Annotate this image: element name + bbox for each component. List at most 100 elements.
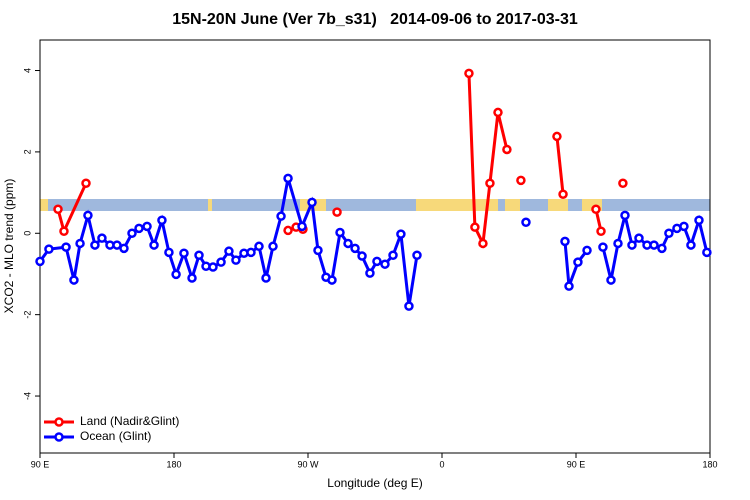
x-tick-label: 180 (702, 459, 717, 469)
series-point (35, 256, 45, 267)
series-point (81, 178, 91, 188)
series-point (307, 197, 317, 208)
series-point (694, 215, 704, 226)
series-point (357, 251, 367, 261)
series-point (164, 247, 174, 258)
series-point (464, 68, 474, 79)
land-band (548, 199, 568, 211)
y-tick-label: 0 (22, 231, 32, 236)
series-point (171, 269, 181, 280)
legend-label: Ocean (Glint) (80, 429, 151, 443)
series-line (555, 136, 565, 195)
land-band (40, 199, 48, 211)
x-axis-label: Longitude (deg E) (327, 476, 422, 490)
series-point (388, 250, 398, 260)
series-point (591, 204, 601, 215)
series-point (276, 211, 286, 221)
series-point (564, 281, 574, 291)
series-point (558, 189, 568, 199)
series-point (112, 240, 122, 250)
series-point (179, 248, 189, 258)
series-point (657, 243, 667, 254)
series-point (119, 243, 129, 254)
series-point (598, 242, 608, 252)
series-point (327, 275, 337, 285)
series-point (83, 210, 93, 221)
surface-band (40, 199, 710, 211)
series-point (502, 144, 512, 155)
series-point (350, 243, 360, 254)
series-point (686, 240, 696, 250)
series-line (563, 241, 589, 287)
x-tick-label: 180 (166, 459, 181, 469)
series-point (627, 240, 637, 250)
series-point (268, 241, 278, 252)
series-point (283, 173, 293, 184)
series-point (620, 210, 630, 221)
series-point (613, 238, 623, 249)
series-point (478, 238, 488, 249)
legend-label: Land (Nadir&Glint) (80, 414, 179, 428)
series-point (396, 229, 406, 239)
series-point (53, 204, 63, 215)
series-point (97, 233, 107, 243)
series-point (573, 257, 583, 267)
series-point (59, 226, 69, 236)
y-tick-label: 2 (22, 149, 32, 154)
x-tick-label: 0 (439, 459, 444, 469)
series-point (560, 236, 570, 247)
series-point (134, 223, 144, 234)
series-point (365, 268, 375, 278)
ocean-band (40, 199, 710, 211)
series-point (187, 273, 197, 283)
y-tick-label: -4 (22, 392, 32, 400)
series-point (485, 178, 495, 188)
land-band (416, 199, 498, 211)
series-point (332, 207, 342, 217)
series-point (516, 175, 526, 186)
series-point (679, 221, 689, 232)
series-point (224, 246, 234, 256)
series-point (283, 225, 293, 236)
series-point (664, 228, 674, 239)
series-point (142, 221, 152, 232)
series-point (216, 257, 226, 267)
series-line (467, 73, 509, 249)
series-point (90, 240, 100, 250)
series-point (254, 241, 264, 252)
series-point (297, 221, 307, 232)
chart-title: 15N-20N June (Ver 7b_s31) 2014-09-06 to … (172, 11, 578, 28)
series-point (606, 275, 616, 285)
legend-marker (54, 432, 64, 442)
series-point (596, 226, 606, 236)
series-point (44, 244, 54, 254)
series-point (313, 245, 323, 256)
series-point (634, 233, 644, 243)
series-point (380, 259, 390, 269)
series-point (552, 131, 562, 142)
series-point (61, 242, 71, 252)
y-tick-label: 4 (22, 68, 32, 73)
series-point (127, 228, 137, 239)
series-point (702, 247, 712, 258)
series-point (335, 227, 345, 238)
series-point (208, 262, 218, 272)
series-point (372, 256, 382, 267)
series-point (157, 215, 167, 226)
series-point (69, 275, 79, 285)
plot-frame (39, 39, 711, 454)
series-point (343, 238, 353, 249)
x-tick-label: 90 W (297, 459, 319, 469)
series-point (231, 255, 241, 265)
series-point (404, 301, 414, 311)
x-tick-label: 90 E (567, 459, 586, 469)
y-tick-label: -2 (22, 311, 32, 319)
series-point (649, 240, 659, 250)
series-point (582, 245, 592, 256)
series-point (493, 107, 503, 118)
series-point (149, 240, 159, 250)
series-point (412, 250, 422, 260)
series-point (521, 217, 531, 228)
series-point (194, 250, 204, 260)
